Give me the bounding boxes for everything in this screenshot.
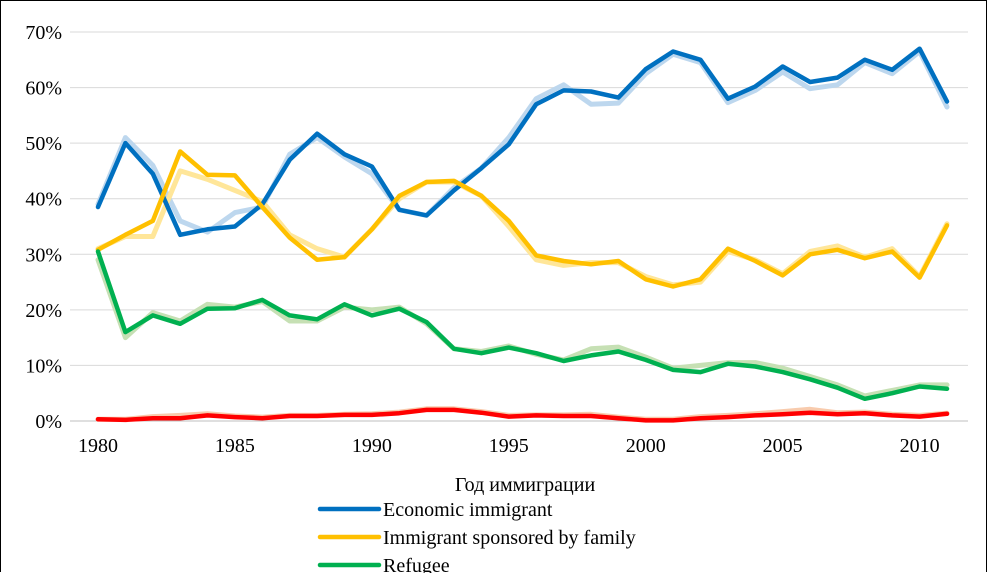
x-tick-label: 2000 bbox=[626, 435, 666, 457]
y-tick-label: 30% bbox=[25, 244, 62, 266]
x-tick-label: 1995 bbox=[489, 435, 529, 457]
y-tick-label: 10% bbox=[25, 355, 62, 377]
x-tick-label: 1990 bbox=[352, 435, 392, 457]
x-tick-label: 2010 bbox=[900, 435, 940, 457]
y-tick-label: 40% bbox=[25, 189, 62, 211]
legend-label: Economic immigrant bbox=[383, 499, 553, 521]
y-tick-label: 50% bbox=[25, 133, 62, 155]
y-tick-label: 70% bbox=[25, 22, 62, 44]
series-line bbox=[95, 407, 950, 423]
series-line bbox=[95, 249, 950, 402]
legend: Economic immigrant Immigrant sponsored by… bbox=[317, 499, 636, 573]
series-line bbox=[95, 149, 950, 289]
series-line bbox=[95, 46, 950, 238]
x-axis-title: Год иммиграции bbox=[455, 474, 596, 496]
legend-label: Immigrant sponsored by family bbox=[383, 527, 636, 549]
y-tick-label: 60% bbox=[25, 78, 62, 100]
series-shadow-line bbox=[95, 257, 950, 399]
y-tick-label: 0% bbox=[35, 411, 62, 433]
legend-label: Refugee bbox=[383, 555, 450, 573]
y-axis-ticks: 0% 10% 20% 30% 40% 50% 60% 70% bbox=[25, 22, 62, 433]
x-tick-label: 1985 bbox=[215, 435, 255, 457]
x-tick-label: 1980 bbox=[78, 435, 118, 457]
y-tick-label: 20% bbox=[25, 300, 62, 322]
series-shadow-line bbox=[95, 49, 950, 235]
series-lines bbox=[95, 46, 950, 423]
x-tick-label: 2005 bbox=[763, 435, 803, 457]
x-axis-ticks: 1980 1985 1990 1995 2000 2005 2010 bbox=[78, 435, 940, 457]
gridlines bbox=[70, 31, 968, 422]
